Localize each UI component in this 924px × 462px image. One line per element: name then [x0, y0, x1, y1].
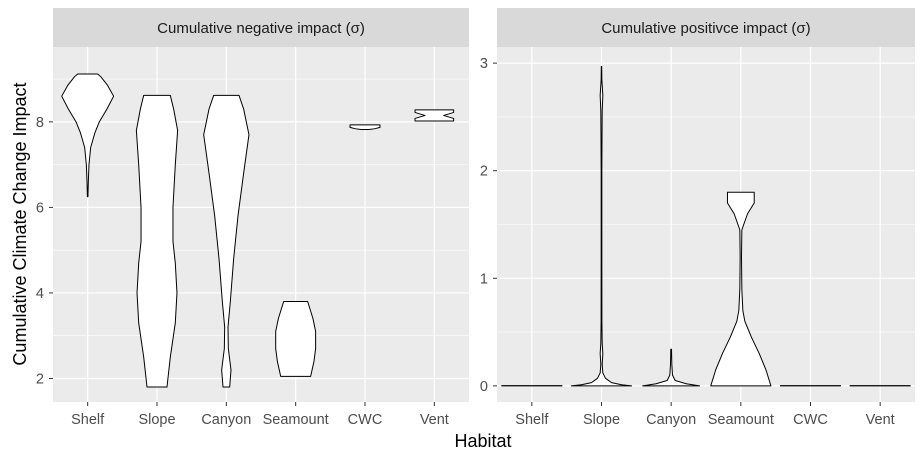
violin-shelf: [61, 73, 115, 198]
violin-canyon: [203, 94, 250, 388]
violin-seamount: [275, 300, 317, 377]
left-panel-bg: [53, 47, 469, 402]
left-strip: [53, 8, 469, 47]
violin-seamount: [710, 191, 772, 387]
left-y-tick-labels: 2 4 6 8: [36, 115, 53, 387]
y-tick-label: 3: [480, 56, 488, 72]
x-tick-label: Vent: [420, 412, 449, 428]
y-tick-label: 4: [36, 286, 44, 302]
violin-slope: [570, 65, 633, 387]
left-x-tick-labels: Shelf Slope Canyon Seamount CWC Vent: [71, 402, 449, 428]
y-tick-label: 8: [36, 115, 44, 131]
x-axis-title: Habitat: [454, 431, 511, 451]
x-tick-label: Seamount: [263, 412, 329, 428]
y-tick-label: 2: [36, 371, 44, 387]
violin-canyon: [642, 348, 701, 387]
y-tick-label: 0: [480, 379, 488, 395]
y-tick-label: 6: [36, 200, 44, 216]
y-tick-label: 2: [480, 164, 488, 180]
x-tick-label: Slope: [583, 412, 620, 428]
violin-vent: [414, 109, 455, 122]
x-tick-label: CWC: [793, 412, 828, 428]
right-strip-title: Cumulative positivce impact (σ): [601, 20, 810, 37]
violin-cwc: [349, 124, 381, 131]
y-tick-label: 1: [480, 271, 488, 287]
x-tick-label: Slope: [138, 412, 175, 428]
x-tick-label: CWC: [348, 412, 383, 428]
violin-slope: [135, 94, 179, 388]
x-tick-label: Canyon: [646, 412, 696, 428]
x-tick-label: Seamount: [708, 412, 774, 428]
right-strip: [497, 8, 915, 47]
x-tick-label: Shelf: [515, 412, 549, 428]
right-y-tick-labels: 0 1 2 3: [480, 56, 497, 395]
left-violins: [61, 73, 455, 388]
right-violins: [501, 65, 911, 387]
y-axis-title: Cumulative Climate Change Impact: [10, 82, 30, 365]
right-x-tick-labels: Shelf Slope Canyon Seamount CWC Vent: [515, 402, 895, 428]
left-strip-title: Cumulative negative impact (σ): [157, 20, 365, 37]
x-tick-label: Vent: [866, 412, 895, 428]
x-tick-label: Shelf: [71, 412, 105, 428]
x-tick-label: Canyon: [201, 412, 251, 428]
